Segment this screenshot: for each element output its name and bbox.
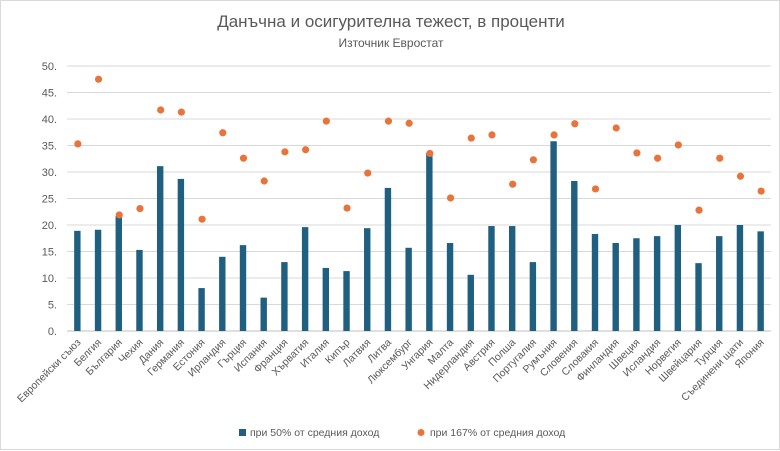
- y-tick-label: 0.: [48, 326, 57, 338]
- dot: [74, 140, 82, 148]
- legend: при 50% от средния доход при 167% от сре…: [239, 427, 565, 439]
- y-tick-label: 45.: [42, 88, 57, 100]
- dot: [612, 124, 620, 132]
- bar: [467, 274, 474, 331]
- bar: [488, 226, 495, 331]
- bar: [550, 141, 557, 331]
- x-tick-label: Европейски съюз: [15, 337, 84, 406]
- dot: [446, 194, 455, 202]
- dot: [674, 141, 682, 149]
- legend-bar-label: при 50% от средния доход: [250, 427, 379, 439]
- dot: [633, 149, 641, 157]
- bar: [322, 267, 330, 331]
- dot: [281, 148, 289, 156]
- bar: [405, 247, 412, 331]
- bar: [571, 181, 578, 331]
- bar: [508, 226, 516, 331]
- dot: [695, 206, 703, 214]
- dot: [426, 149, 434, 158]
- dot: [177, 108, 185, 116]
- bar: [136, 249, 143, 331]
- y-tick-label: 35.: [42, 141, 57, 153]
- bar: [177, 178, 185, 331]
- bar: [198, 288, 205, 331]
- dot: [529, 156, 537, 164]
- bar: [446, 243, 454, 331]
- y-tick-label: 30.: [42, 167, 57, 179]
- dot: [384, 117, 393, 125]
- dot: [219, 129, 227, 137]
- dot: [343, 204, 351, 212]
- dot: [260, 177, 268, 185]
- bar: [736, 225, 744, 331]
- bar: [239, 245, 247, 331]
- dot: [550, 131, 558, 139]
- bar: [716, 236, 723, 331]
- dot: [364, 169, 372, 177]
- dot: [467, 134, 475, 142]
- bar: [757, 231, 764, 331]
- y-tick-label: 40.: [42, 114, 57, 126]
- bar: [653, 236, 661, 331]
- dot: [94, 75, 103, 83]
- y-tick-label: 10.: [42, 273, 57, 285]
- y-tick-label: 25.: [42, 194, 57, 206]
- dot: [591, 185, 600, 193]
- chart-title: Данъчна и осигурителна тежест, в процент…: [217, 12, 565, 31]
- bar: [343, 271, 350, 331]
- y-tick-label: 50.: [42, 61, 57, 73]
- bar: [529, 262, 537, 331]
- bar: [426, 152, 433, 331]
- dot: [322, 117, 330, 125]
- bar: [674, 225, 682, 331]
- bar: [633, 238, 640, 331]
- bar: [260, 297, 267, 331]
- dot: [716, 154, 724, 162]
- dot: [157, 106, 165, 114]
- bar: [74, 230, 81, 331]
- bar: [591, 234, 599, 331]
- bar: [695, 263, 702, 331]
- dot: [198, 215, 206, 223]
- legend-dot-label: при 167% от средния доход: [430, 427, 565, 439]
- bar: [301, 227, 309, 331]
- bar: [384, 187, 392, 331]
- bar: [156, 166, 164, 331]
- legend-dot-swatch: [417, 429, 425, 436]
- bar: [219, 256, 226, 331]
- y-tick-label: 5.: [48, 300, 57, 312]
- bar: [281, 262, 288, 331]
- bar: [94, 229, 102, 331]
- chart-subtitle: Източник Евростат: [338, 36, 444, 50]
- dot: [136, 204, 144, 213]
- dot: [488, 131, 496, 139]
- dot: [405, 119, 413, 127]
- bar: [115, 215, 122, 331]
- dot: [239, 154, 248, 162]
- y-tick-label: 20.: [42, 220, 57, 232]
- dot: [654, 154, 662, 162]
- dot: [115, 211, 123, 219]
- dot: [302, 146, 310, 154]
- legend-bar-swatch: [239, 429, 246, 436]
- bar: [612, 243, 619, 331]
- y-tick-label: 15.: [42, 247, 57, 259]
- dot: [757, 187, 765, 195]
- dot: [509, 180, 517, 188]
- bar: [364, 228, 371, 331]
- dot: [736, 172, 745, 180]
- dot: [571, 120, 579, 128]
